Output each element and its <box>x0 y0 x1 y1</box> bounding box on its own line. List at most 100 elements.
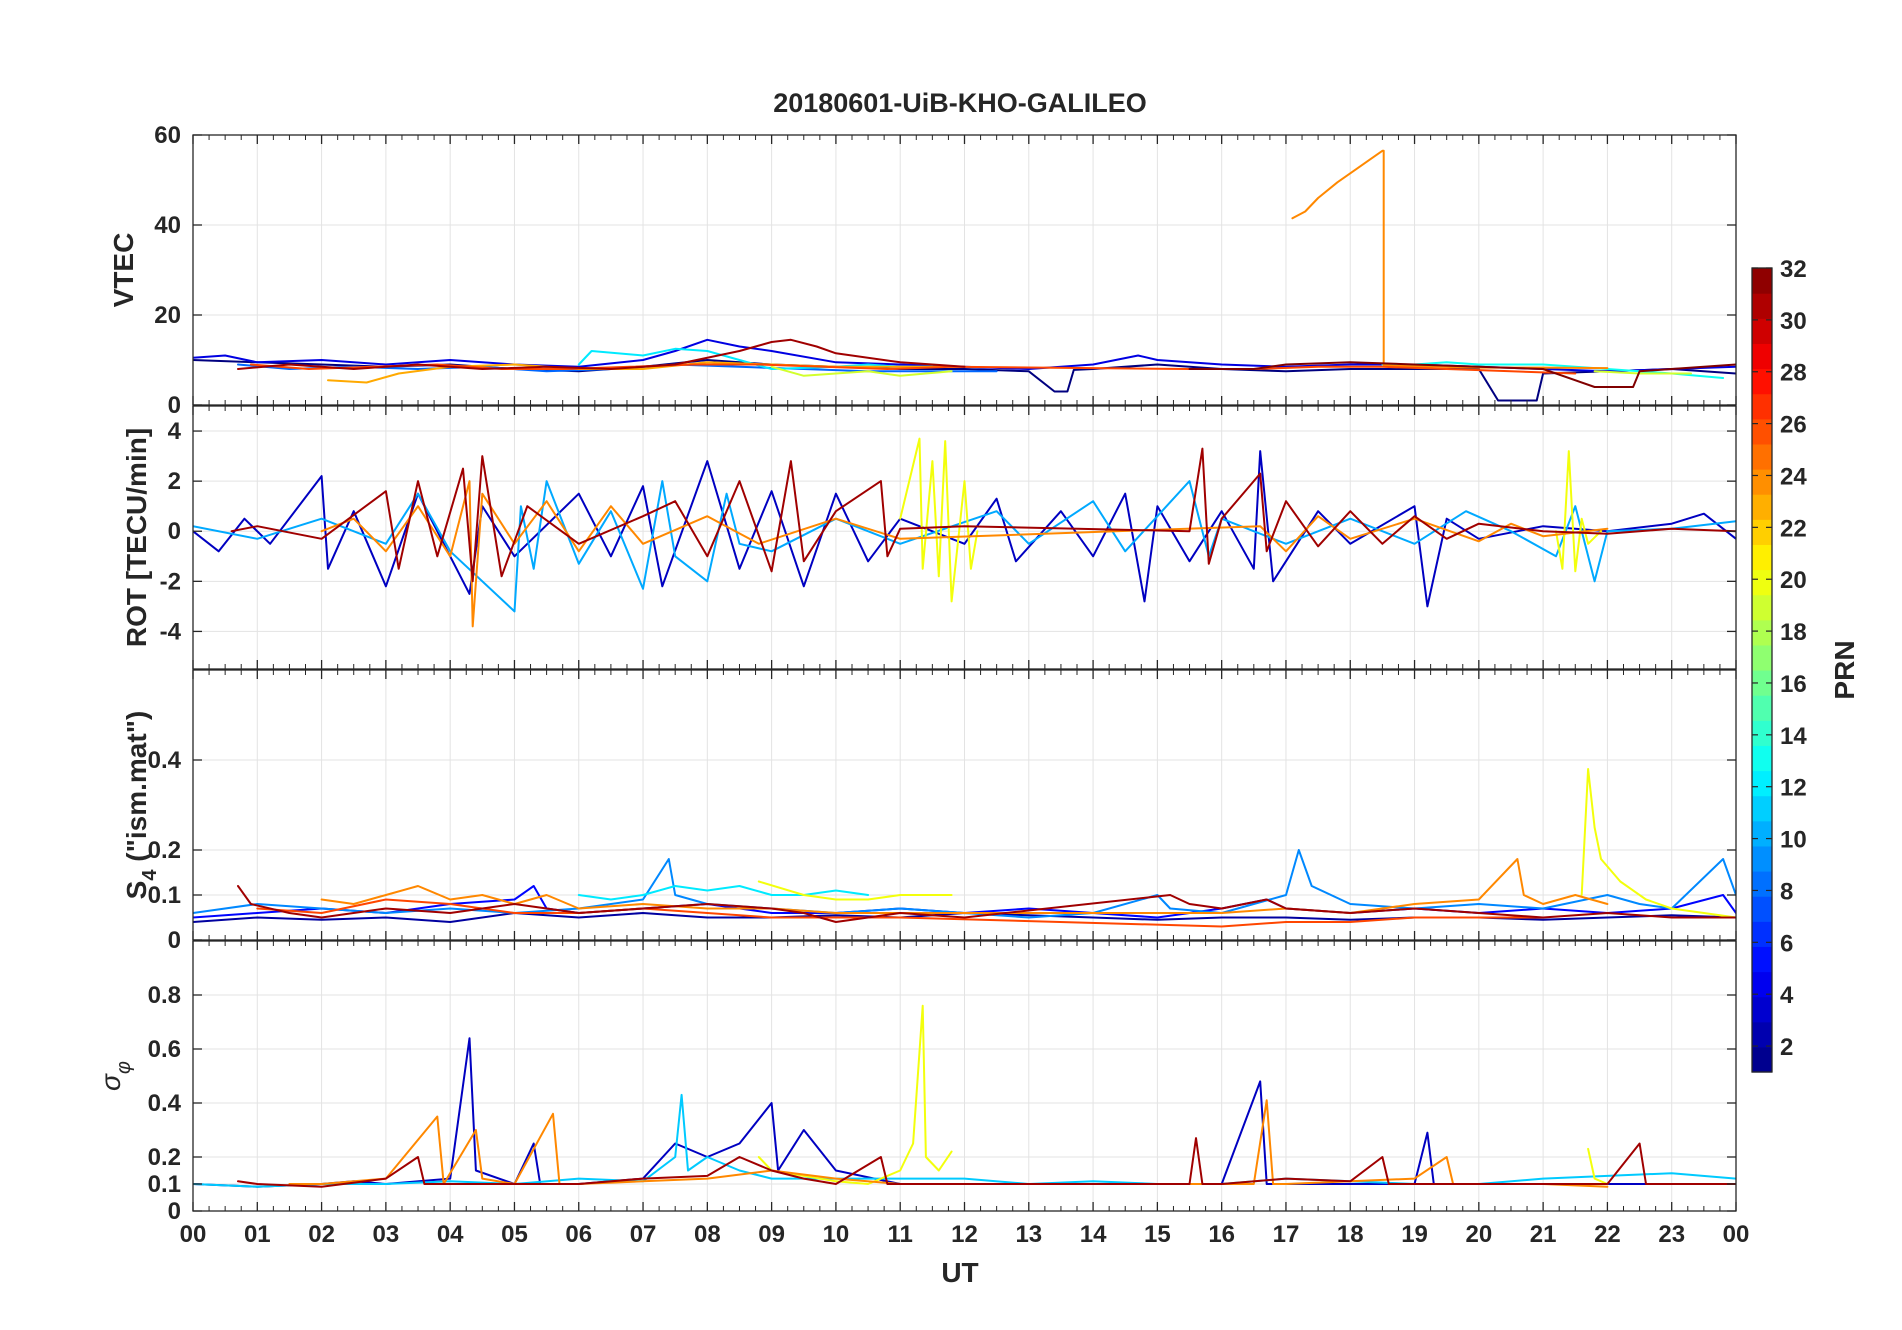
colorbar-segment <box>1752 569 1772 596</box>
x-axis-label: UT <box>941 1257 978 1288</box>
y-tick-label: 0.1 <box>148 1171 181 1198</box>
x-tick-label: 00 <box>1723 1221 1750 1248</box>
colorbar-tick-label: 14 <box>1780 723 1807 750</box>
y-tick-label: 2 <box>168 468 181 495</box>
axes-box <box>192 940 1737 1212</box>
axes-box <box>192 134 1737 406</box>
y-axis-label: ROT [TECU/min] <box>121 428 152 647</box>
axes-box <box>192 669 1737 941</box>
y-tick-label: 4 <box>168 418 182 445</box>
y-tick-label: 0 <box>168 927 181 954</box>
colorbar-tick-label: 26 <box>1780 412 1807 439</box>
colorbar-segment <box>1752 318 1772 344</box>
colorbar-tick-label: 30 <box>1780 308 1807 335</box>
x-tick-label: 19 <box>1401 1221 1428 1248</box>
x-tick-label: 16 <box>1208 1221 1235 1248</box>
x-tick-label: 06 <box>565 1221 592 1248</box>
panel-vtec: 0 20 40 60 VTEC <box>108 122 1737 419</box>
colorbar-segment <box>1752 443 1772 470</box>
series-line-prn-20 <box>1580 768 1736 919</box>
colorbar-frame <box>1751 267 1773 1073</box>
colorbar-segment <box>1752 519 1772 545</box>
y-tick-label: 0 <box>168 518 181 545</box>
panel-sigma-phi: 00.10.2 0.4 0.6 0.8 σφ <box>95 940 1737 1225</box>
colorbar-tick-label: 22 <box>1780 515 1807 542</box>
colorbar-tick-label: 12 <box>1780 775 1807 802</box>
y-tick-label: 0 <box>168 392 181 419</box>
colorbar-segment <box>1752 695 1772 721</box>
x-tick-label: 03 <box>373 1221 400 1248</box>
y-tick-label: -2 <box>160 568 181 595</box>
series-line-prn-3 <box>193 1037 1736 1188</box>
colorbar-segment <box>1752 720 1772 746</box>
series-line-prn-12 <box>577 885 870 901</box>
series-line-prn-32 <box>1188 361 1736 388</box>
axes-box <box>192 405 1737 670</box>
series-line-prn-20 <box>1555 450 1602 573</box>
y-tick-label: 40 <box>154 212 181 239</box>
colorbar-segment <box>1752 971 1772 998</box>
x-tick-labels: 00 01 02 03 04 05 06 07 08 09 10 11 12 13 14 15 16 17 18 19… <box>180 1221 1750 1248</box>
colorbar-tick-label: 4 <box>1780 982 1794 1009</box>
x-tick-label: 21 <box>1530 1221 1557 1248</box>
x-tick-label: 05 <box>501 1221 528 1248</box>
x-tick-label: 01 <box>244 1221 271 1248</box>
colorbar-tick-label: 28 <box>1780 360 1807 387</box>
colorbar-segment <box>1752 770 1772 797</box>
colorbar-tick-label: 24 <box>1780 463 1807 490</box>
y-tick-label: 0.1 <box>148 882 181 909</box>
colorbar-segment <box>1752 494 1772 520</box>
series-line-prn-31 <box>237 338 966 370</box>
panel-rot: -4 -2 0 2 4 ROT [TECU/min] <box>121 405 1737 670</box>
y-tick-label: 0.2 <box>148 837 181 864</box>
colorbar-tick-label: 8 <box>1780 878 1793 905</box>
y-tick-label: 60 <box>154 122 181 149</box>
colorbar-segment <box>1752 343 1772 370</box>
series-line-prn-26 <box>249 363 1577 375</box>
colorbar-segment <box>1752 745 1772 772</box>
panel-s4: 0 0.1 0.2 0.4S4 ("ism.mat") <box>121 669 1737 954</box>
x-tick-label: 00 <box>180 1221 207 1248</box>
x-tick-label: 13 <box>1015 1221 1042 1248</box>
series-line-prn-3 <box>193 450 1736 608</box>
x-tick-label: 10 <box>823 1221 850 1248</box>
colorbar-segment <box>1752 871 1772 897</box>
x-tick-label: 20 <box>1465 1221 1492 1248</box>
y-tick-label: 0.2 <box>148 1144 181 1171</box>
colorbar-segment <box>1752 820 1772 847</box>
series-line-prn-20 <box>1587 1147 1609 1185</box>
series-line-prn-24 <box>320 480 1609 628</box>
colorbar-label: PRN <box>1829 640 1860 699</box>
series-line-prn-26 <box>256 898 1545 928</box>
series-line-prn-31 <box>237 885 1736 923</box>
series-line-prn-19 <box>770 365 953 377</box>
colorbar-segment <box>1752 670 1772 696</box>
colorbar-segment <box>1752 1021 1772 1048</box>
series-line-prn-31 <box>230 447 1736 583</box>
colorbar-tick-label: 32 <box>1780 256 1807 283</box>
x-tick-label: 08 <box>694 1221 721 1248</box>
colorbar-segment <box>1752 469 1772 495</box>
y-axis-label: σφ <box>95 1061 135 1091</box>
colorbar-segment <box>1752 896 1772 922</box>
y-tick-label: 0.4 <box>148 1090 182 1117</box>
series-line-prn-31 <box>237 1137 1736 1188</box>
colorbar-segment <box>1752 619 1772 646</box>
y-axis-label: VTEC <box>108 233 139 308</box>
series-line-prn-12 <box>577 347 934 370</box>
colorbar-segment <box>1752 946 1772 973</box>
colorbar-segment <box>1752 921 1772 947</box>
colorbar-segment <box>1752 293 1772 319</box>
x-tick-label: 18 <box>1337 1221 1364 1248</box>
colorbar-segment <box>1752 795 1772 822</box>
x-tick-label: 04 <box>437 1221 464 1248</box>
x-tick-label: 07 <box>630 1221 657 1248</box>
x-tick-label: 12 <box>951 1221 978 1248</box>
y-tick-label: 0.4 <box>148 747 182 774</box>
x-tick-label: 22 <box>1594 1221 1621 1248</box>
x-tick-label: 09 <box>758 1221 785 1248</box>
x-tick-label: 23 <box>1658 1221 1685 1248</box>
colorbar-segment <box>1752 644 1772 671</box>
x-tick-label: 02 <box>308 1221 335 1248</box>
